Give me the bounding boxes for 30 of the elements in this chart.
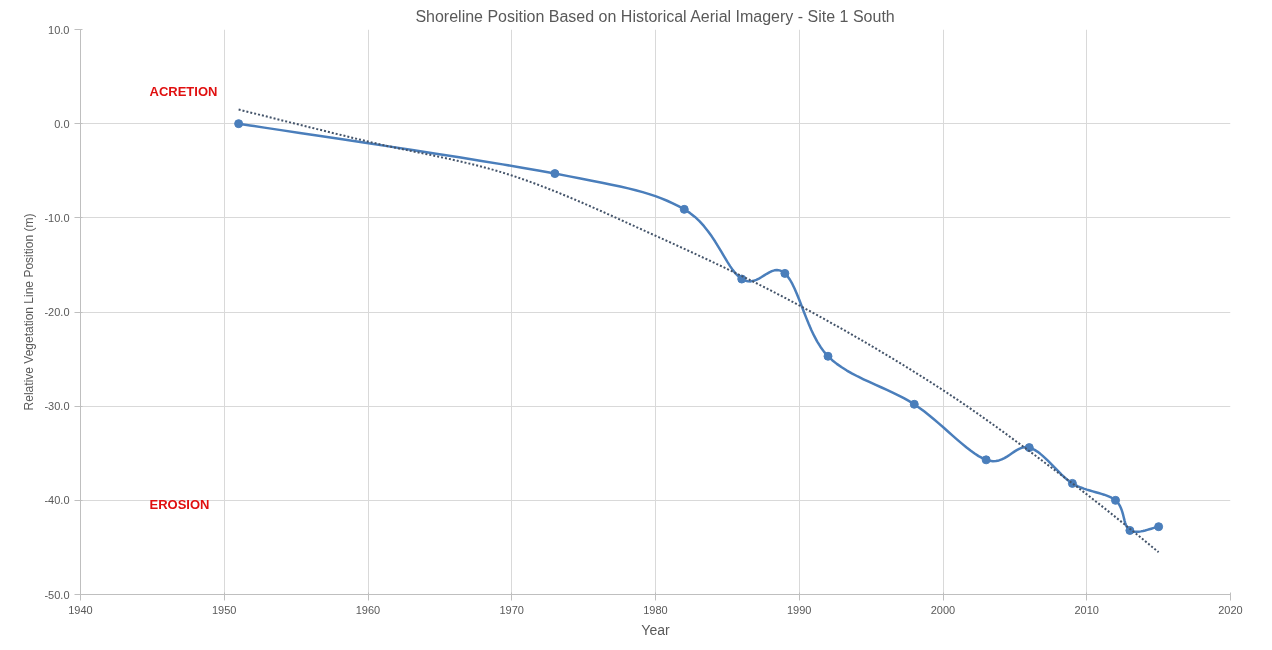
chart-title: Shoreline Position Based on Historical Aerial Imagery - Site 1 South (415, 7, 895, 25)
point (909, 399, 919, 409)
y-tick-label: -20.0 (44, 306, 70, 318)
x-tick-label: 2010 (1074, 603, 1099, 616)
point (550, 169, 560, 179)
point (780, 268, 790, 278)
point (679, 204, 689, 214)
y-tick-label: -40.0 (44, 494, 70, 507)
x-tick-label: 1990 (787, 603, 812, 616)
x-tick-label: 1960 (355, 603, 381, 616)
point (823, 351, 833, 361)
point (234, 119, 244, 129)
point (1154, 522, 1164, 532)
point (981, 455, 991, 465)
y-tick-label: -10.0 (44, 211, 70, 224)
point (1111, 495, 1120, 505)
y-axis-title: Relative Vegetation Line Position (m) (22, 213, 37, 411)
x-tick-label: 2020 (1218, 603, 1243, 616)
y-tick-label: 10.0 (48, 23, 70, 36)
annotation: EROSION (149, 496, 210, 512)
x-tick-label: 2000 (930, 603, 956, 616)
x-tick-label: 1950 (212, 603, 237, 616)
x-tick-label: 1970 (499, 603, 524, 616)
x-axis-title: Year (641, 621, 670, 638)
x-tick-label: 1980 (643, 603, 668, 616)
annotation: ACRETION (149, 84, 218, 100)
y-tick-label: 0.0 (54, 117, 70, 130)
y-tick-label: -30.0 (44, 400, 70, 413)
x-tick-label: 1940 (68, 603, 93, 616)
y-tick-label: -50.0 (44, 588, 70, 601)
